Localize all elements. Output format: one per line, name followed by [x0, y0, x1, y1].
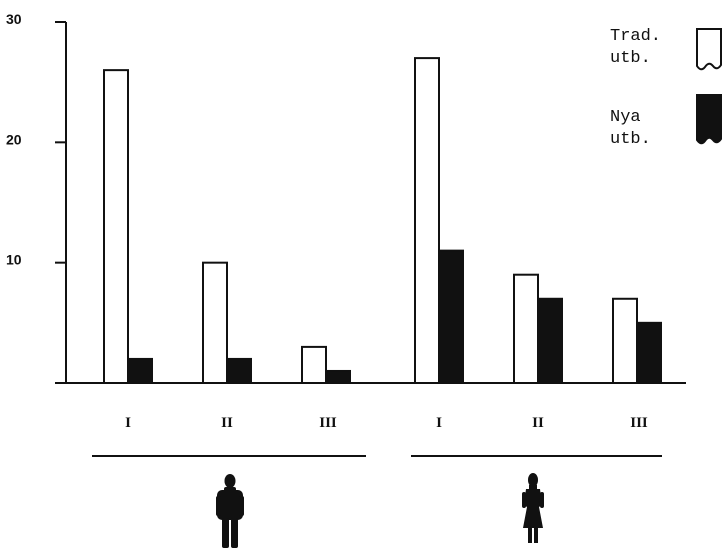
y-tick-label: 30 [6, 11, 22, 27]
bar-group2-III-series1 [613, 299, 637, 383]
bar-group2-II-series1 [514, 275, 538, 383]
bars [104, 58, 661, 383]
legend-swatch-trad [697, 29, 721, 69]
bar-group1-III-series1 [302, 347, 326, 383]
category-labels: I II III I II III [125, 415, 648, 431]
category-label: II [532, 415, 544, 431]
y-tick-label: 10 [6, 252, 22, 268]
bar-group1-II-series1 [203, 263, 227, 383]
bar-group1-III-series2 [326, 371, 350, 383]
y-axis-ticks: 10 20 30 [6, 11, 66, 268]
bar-group2-II-series2 [538, 299, 562, 383]
man-icon [216, 474, 244, 548]
y-tick-label: 20 [6, 131, 22, 147]
woman-icon [522, 473, 544, 543]
bar-group2-I-series1 [415, 58, 439, 383]
legend-label-trad-line2: utb. [610, 49, 651, 68]
category-label: III [630, 415, 648, 431]
legend: Trad. utb. Nya utb. [610, 27, 721, 149]
category-label: III [319, 415, 337, 431]
bar-group1-I-series1 [104, 70, 128, 383]
legend-label-trad-line1: Trad. [610, 27, 661, 46]
bar-group2-I-series2 [439, 251, 463, 383]
legend-swatch-nya [697, 95, 721, 143]
legend-label-nya-line1: Nya [610, 108, 641, 127]
bar-group1-I-series2 [128, 359, 152, 383]
category-label: II [221, 415, 233, 431]
legend-label-nya-line2: utb. [610, 130, 651, 149]
bar-group1-II-series2 [227, 359, 251, 383]
category-label: I [436, 415, 442, 431]
bar-group2-III-series2 [637, 323, 661, 383]
category-label: I [125, 415, 131, 431]
